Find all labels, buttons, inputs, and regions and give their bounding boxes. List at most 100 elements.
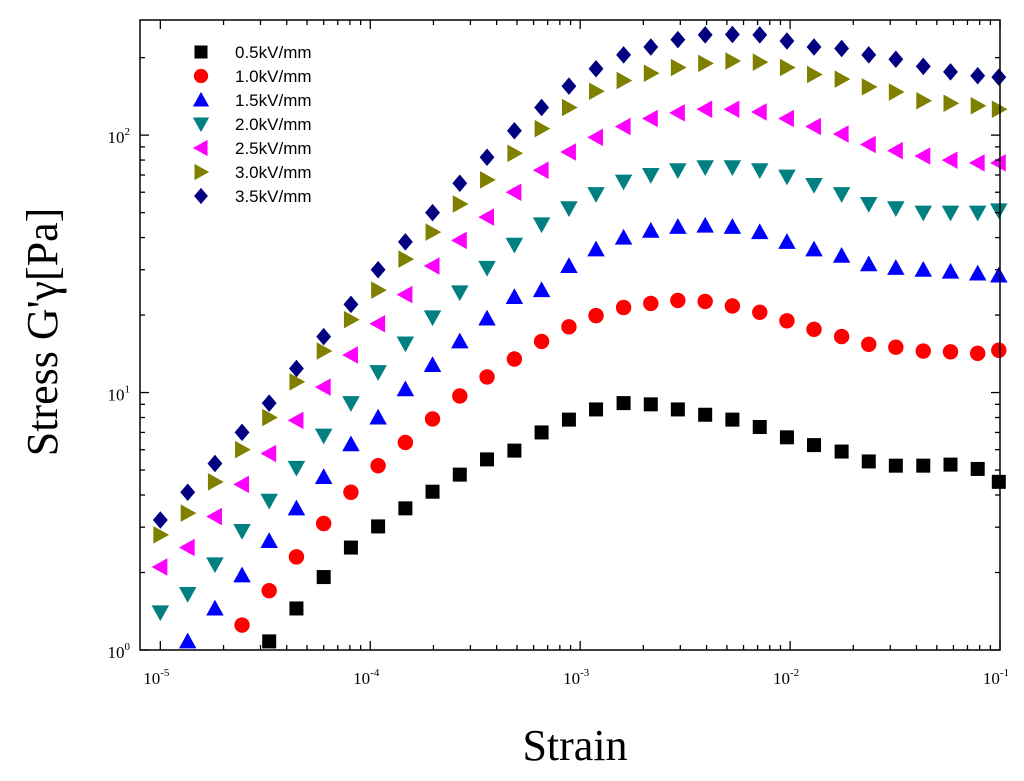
data-point	[723, 160, 742, 177]
legend-marker	[194, 163, 210, 181]
data-point	[943, 94, 960, 112]
data-point	[262, 634, 277, 649]
data-point	[342, 396, 360, 412]
series-1-0kv-mm	[234, 292, 1007, 633]
data-point	[916, 458, 931, 473]
data-point	[968, 154, 985, 172]
data-point	[941, 262, 960, 279]
data-point	[968, 205, 987, 222]
data-point	[670, 58, 687, 77]
data-point	[288, 549, 305, 565]
data-point	[587, 240, 605, 257]
data-point	[614, 228, 633, 245]
data-point	[642, 222, 660, 238]
data-point	[423, 356, 442, 372]
data-point	[888, 339, 904, 355]
data-point	[425, 203, 440, 222]
data-point	[751, 163, 769, 180]
x-tick-label: 10-3	[563, 667, 590, 688]
data-point	[261, 582, 277, 599]
data-point	[696, 216, 714, 233]
data-point	[316, 342, 333, 360]
data-point	[725, 52, 742, 70]
data-point	[478, 208, 495, 226]
data-point	[560, 201, 578, 217]
data-point	[589, 82, 605, 101]
data-point	[697, 293, 713, 310]
data-point	[178, 538, 195, 557]
data-point	[398, 250, 415, 268]
data-point	[807, 65, 823, 84]
data-point	[180, 483, 196, 501]
data-point	[588, 307, 604, 324]
data-point	[234, 423, 250, 442]
data-point	[779, 58, 796, 77]
data-point	[752, 304, 768, 321]
data-point	[371, 519, 386, 534]
legend-item: 3.5kV/mm	[194, 187, 312, 206]
data-point	[479, 148, 495, 167]
x-axis-title: Strain	[522, 721, 627, 770]
data-point	[207, 473, 224, 491]
data-point	[532, 281, 551, 298]
data-point	[506, 121, 522, 140]
data-point	[723, 100, 740, 119]
data-point	[751, 223, 769, 240]
data-point	[342, 435, 360, 452]
data-point	[991, 474, 1006, 489]
y-axis-title: Stress G'γ[Pa]	[18, 208, 67, 457]
data-point	[724, 298, 741, 314]
series-0-5kv-mm	[262, 396, 1006, 649]
data-point	[234, 617, 250, 633]
legend-label: 3.5kV/mm	[235, 187, 312, 206]
data-point	[178, 587, 197, 603]
data-point	[507, 144, 524, 163]
data-point	[396, 336, 415, 353]
data-point	[643, 38, 659, 56]
data-point	[480, 452, 495, 467]
legend-marker	[193, 68, 209, 84]
data-point	[916, 91, 933, 110]
data-point	[943, 457, 958, 472]
data-point	[588, 60, 604, 78]
data-point	[725, 412, 740, 427]
data-point	[425, 484, 440, 499]
series-2-0kv-mm	[151, 160, 1008, 622]
data-point	[452, 388, 468, 404]
data-point	[779, 313, 795, 329]
data-point	[560, 143, 576, 161]
legend-marker	[192, 91, 210, 107]
y-tick-label: 101	[108, 384, 131, 405]
data-point	[832, 187, 851, 203]
data-point	[233, 475, 250, 494]
data-point	[505, 237, 524, 254]
data-point	[315, 515, 332, 532]
data-point	[832, 246, 851, 263]
data-point	[342, 346, 358, 364]
data-point	[207, 454, 223, 473]
data-point	[779, 430, 794, 445]
data-point	[752, 26, 768, 44]
data-point	[941, 151, 958, 169]
data-point	[153, 526, 170, 544]
data-point	[832, 125, 849, 143]
data-point	[669, 104, 685, 122]
x-tick-label: 10-1	[983, 667, 1009, 688]
data-point	[669, 163, 687, 180]
data-point	[534, 425, 549, 440]
data-point	[943, 63, 958, 81]
data-point	[233, 566, 251, 583]
y-tick-label: 100	[108, 641, 131, 662]
data-point	[990, 266, 1008, 283]
legend-item: 1.5kV/mm	[192, 91, 312, 110]
data-point	[370, 260, 386, 279]
data-point	[991, 342, 1007, 358]
data-point	[914, 205, 933, 222]
data-point	[425, 223, 442, 241]
data-point	[805, 240, 823, 257]
x-tick-label: 10-4	[353, 667, 380, 688]
data-point	[887, 259, 905, 275]
data-point	[861, 336, 877, 352]
